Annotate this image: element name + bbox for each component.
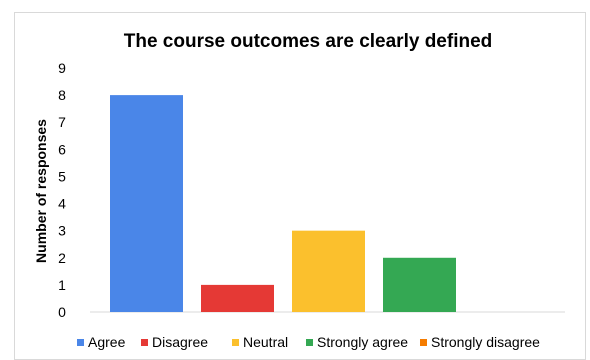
legend-label-neutral: Neutral xyxy=(243,334,288,350)
y-tick-label: 2 xyxy=(58,250,66,266)
legend-label-disagree: Disagree xyxy=(152,334,208,350)
y-tick-labels: 0 1 2 3 4 5 6 7 8 9 xyxy=(58,60,66,320)
bars xyxy=(110,95,456,312)
legend-swatch-disagree xyxy=(141,339,148,346)
y-tick-label: 8 xyxy=(58,87,66,103)
y-tick-label: 7 xyxy=(58,114,66,130)
legend-label-agree: Agree xyxy=(88,334,126,350)
y-tick-label: 9 xyxy=(58,60,66,76)
legend-swatch-neutral xyxy=(232,339,239,346)
bar-agree xyxy=(110,95,183,312)
legend-swatch-agree xyxy=(77,339,84,346)
legend-label-strongly-agree: Strongly agree xyxy=(317,334,408,350)
bar-neutral xyxy=(292,230,365,312)
y-tick-label: 5 xyxy=(58,168,66,184)
y-tick-label: 1 xyxy=(58,277,66,293)
y-tick-label: 4 xyxy=(58,196,66,212)
bar-disagree xyxy=(201,284,274,312)
y-tick-label: 0 xyxy=(58,304,66,320)
bar-strongly-agree xyxy=(383,257,456,312)
legend-label-strongly-disagree: Strongly disagree xyxy=(431,334,540,350)
y-tick-label: 3 xyxy=(58,223,66,239)
y-axis-label: Number of responses xyxy=(33,119,49,263)
legend-swatch-strongly-disagree xyxy=(420,339,427,346)
y-tick-label: 6 xyxy=(58,141,66,157)
legend: Agree Disagree Neutral Strongly agree Strong… xyxy=(77,334,540,350)
chart-title: The course outcomes are clearly defined xyxy=(124,31,493,52)
legend-swatch-strongly-agree xyxy=(306,339,313,346)
